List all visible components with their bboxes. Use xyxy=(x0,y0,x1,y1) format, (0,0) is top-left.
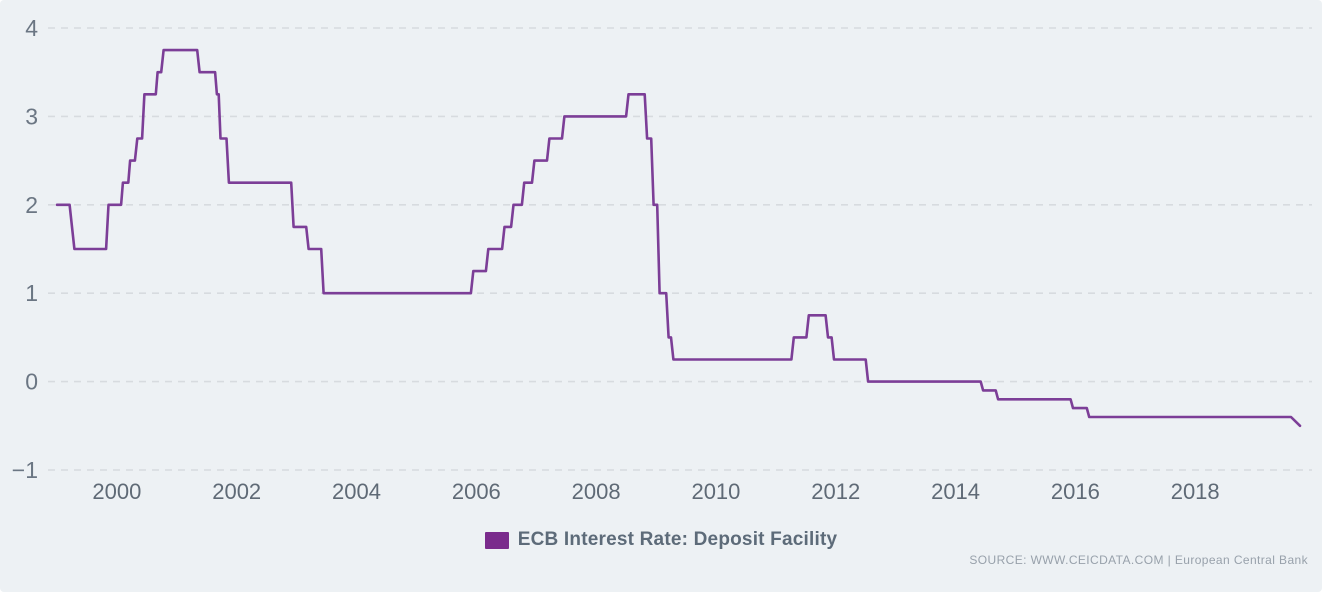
legend-swatch xyxy=(484,531,509,549)
y-tick-label: 1 xyxy=(25,280,38,306)
x-tick-label: 2000 xyxy=(92,479,141,504)
y-tick-label: 3 xyxy=(25,103,38,129)
y-tick-label: −1 xyxy=(12,457,38,483)
x-tick-label: 2008 xyxy=(572,479,621,504)
legend-item-deposit-facility[interactable]: ECB Interest Rate: Deposit Facility xyxy=(484,529,838,551)
x-tick-label: 2014 xyxy=(931,479,980,504)
chart-legend: ECB Interest Rate: Deposit Facility xyxy=(0,529,1322,551)
y-tick-label: 0 xyxy=(25,369,38,395)
y-tick-label: 2 xyxy=(25,192,38,218)
x-tick-label: 2012 xyxy=(811,479,860,504)
chart-canvas: 4 3 2 1 0 −1 2000 2002 2004 2006 2008 2010 2012 2014 2… xyxy=(12,15,1312,504)
x-tick-label: 2010 xyxy=(691,479,740,504)
legend-label: ECB Interest Rate: Deposit Facility xyxy=(517,529,838,550)
x-tick-label: 2002 xyxy=(212,479,261,504)
x-tick-label: 2016 xyxy=(1051,479,1100,504)
x-tick-label: 2004 xyxy=(332,479,381,504)
rate-line xyxy=(55,48,1302,428)
y-tick-label: 4 xyxy=(25,15,38,41)
x-tick-label: 2006 xyxy=(452,479,501,504)
x-tick-label: 2018 xyxy=(1171,479,1220,504)
source-attribution: SOURCE: WWW.CEICDATA.COM | European Cent… xyxy=(969,553,1308,567)
